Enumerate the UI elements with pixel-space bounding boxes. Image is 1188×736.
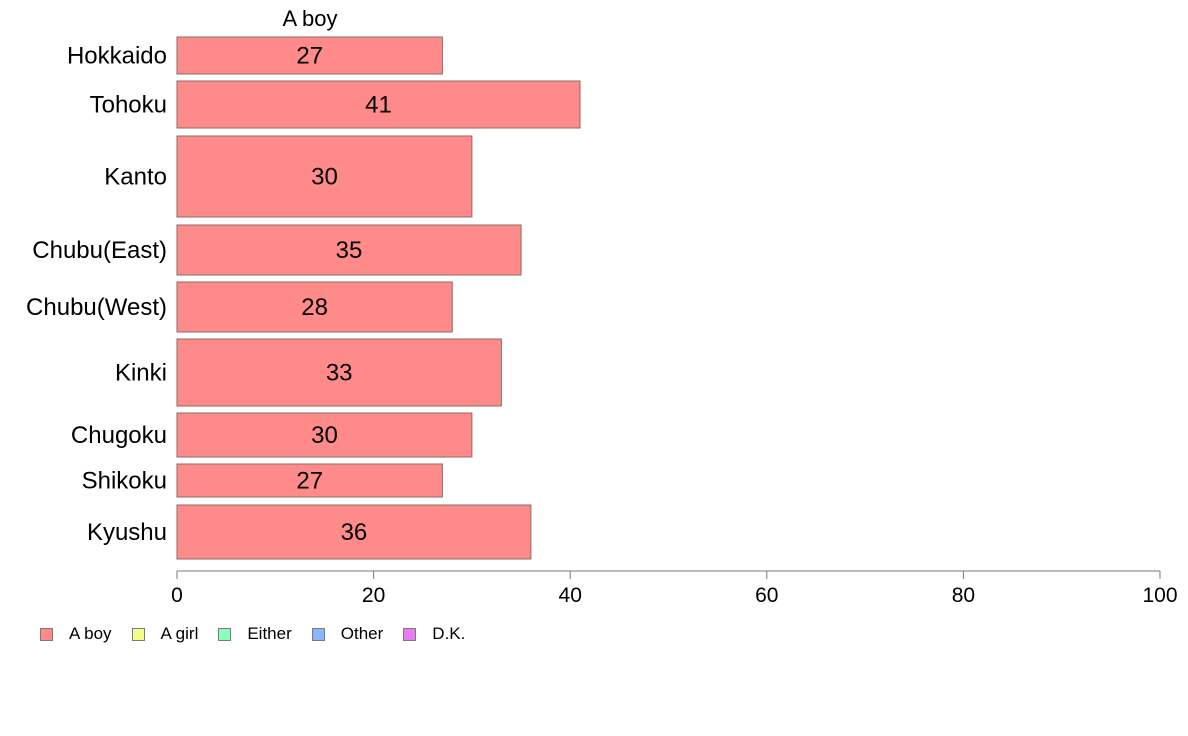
x-tick-label: 40 [559,584,582,607]
legend-swatch-either [218,627,232,641]
bar-value-label: 30 [311,422,338,449]
x-tick-label: 20 [362,584,385,607]
legend-label-other: Other [340,624,384,643]
legend-label-dk: D.K. [432,624,466,643]
legend-item-other: Other [311,624,384,644]
legend-item-dk: D.K. [403,624,465,644]
chart-title: A boy [282,6,337,31]
legend-item-a-girl: A girl [131,624,199,644]
bars-layer: 27 Hokkaido 41 Tohoku 30 Kanto 35 Chubu(East) 28… [26,36,581,560]
legend-item-a-boy: A boy [40,624,112,644]
bar-tohoku [176,80,581,129]
legend-label-a-boy: A boy [69,624,112,643]
bar-shikoku [176,463,443,498]
x-axis: 0 20 40 60 80 100 [171,570,1178,607]
x-tick-label: 0 [171,584,183,607]
category-label-kyushu: Kyushu [87,519,167,546]
category-label-hokkaido: Hokkaido [67,43,167,70]
bar-hokkaido [176,36,443,75]
category-label-shikoku: Shikoku [82,468,167,495]
bar-chubu-west [176,281,453,333]
bar-kinki [176,338,502,407]
bar-chubu-east [176,224,522,276]
legend-label-a-girl: A girl [160,624,199,643]
x-tick-label: 60 [755,584,778,607]
category-label-kinki: Kinki [115,360,167,387]
legend-swatch-dk [403,627,417,641]
bar-value-label: 41 [365,92,392,119]
legend: A boy A girl Either Other D.K. [40,624,485,644]
legend-item-either: Either [218,624,292,644]
category-label-chugoku: Chugoku [71,422,167,449]
bar-value-label: 30 [311,164,338,191]
bar-value-label: 36 [341,519,368,546]
bar-value-label: 27 [296,468,323,495]
category-label-chubu-east: Chubu(East) [32,237,167,264]
x-tick-label: 80 [952,584,975,607]
category-label-chubu-west: Chubu(West) [26,294,167,321]
bar-kanto [176,135,473,218]
category-label-tohoku: Tohoku [90,92,167,119]
legend-label-either: Either [247,624,292,643]
bar-kyushu [176,504,532,560]
legend-swatch-a-boy [40,627,53,641]
x-tick-label: 100 [1142,584,1177,607]
bar-value-label: 28 [301,294,328,321]
legend-swatch-a-girl [131,627,145,641]
category-label-kanto: Kanto [104,164,167,191]
bar-chugoku [176,412,473,458]
bar-value-label: 27 [296,43,323,70]
legend-swatch-other [311,627,325,641]
bar-value-label: 35 [336,237,363,264]
bar-value-label: 33 [326,360,353,387]
